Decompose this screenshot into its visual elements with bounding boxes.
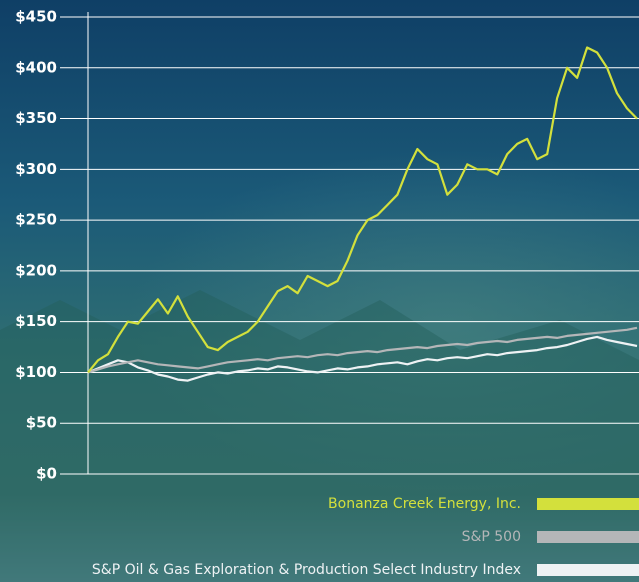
- y-tick-label: $150: [15, 312, 57, 330]
- legend-swatch: [537, 564, 639, 576]
- legend-label: Bonanza Creek Energy, Inc.: [328, 496, 521, 512]
- y-tick-label: $300: [15, 160, 57, 178]
- legend-swatch: [537, 531, 639, 543]
- legend-swatch: [537, 498, 639, 510]
- chart: $0 $50 $100 $150 $200 $250 $300 $350 $400 $450 Bon…: [0, 0, 639, 582]
- y-tick-label: $400: [15, 58, 57, 76]
- y-tick-label: $450: [15, 8, 57, 26]
- y-tick-label: $100: [15, 363, 57, 381]
- y-tick-label: $200: [15, 261, 57, 279]
- legend-label: S&P Oil & Gas Exploration & Production S…: [92, 562, 521, 578]
- legend-label: S&P 500: [462, 529, 521, 545]
- y-tick-label: $250: [15, 211, 57, 229]
- y-tick-label: $50: [26, 414, 57, 432]
- y-tick-label: $350: [15, 109, 57, 127]
- y-tick-label: $0: [36, 465, 57, 483]
